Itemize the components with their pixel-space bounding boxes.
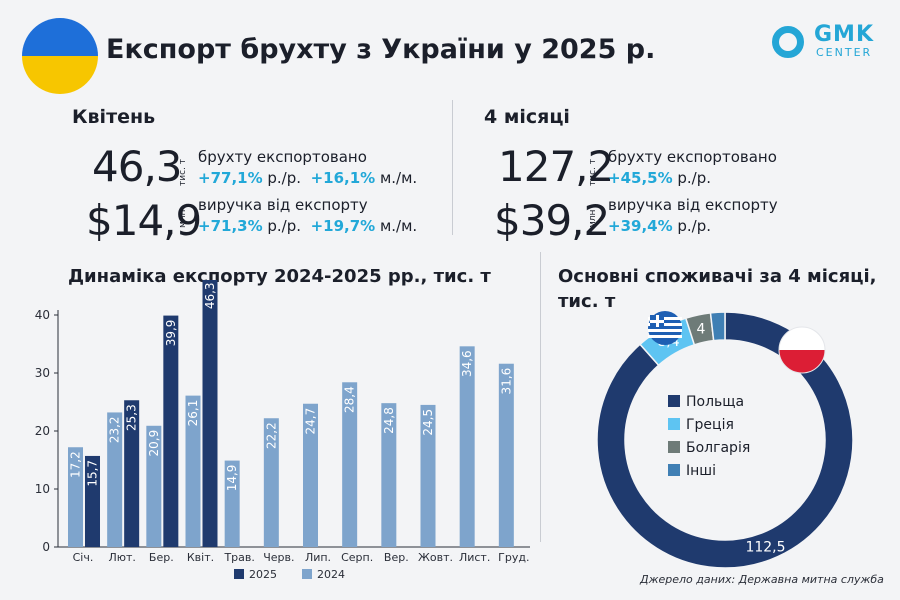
x-tick-label: Бер. — [149, 551, 174, 564]
bar-2024 — [224, 460, 240, 547]
legend-label: Інші — [686, 463, 716, 479]
april-revenue-label: виручка від експорту — [198, 196, 368, 214]
legend-label: Польща — [686, 394, 744, 410]
april-volume-change: +77,1% р./р. +16,1% м./м. — [198, 169, 418, 187]
bar-2025 — [85, 455, 100, 547]
four-months-volume-change: +45,5% р./р. — [608, 169, 712, 187]
legend-label-2024: 2024 — [317, 568, 345, 581]
y-tick-label: 30 — [35, 366, 50, 380]
y-tick-label: 20 — [35, 424, 50, 438]
y-tick-label: 0 — [42, 540, 50, 554]
ukraine-flag — [22, 18, 98, 94]
slice-poland — [596, 311, 854, 569]
bar-chart-title: Динаміка експорту 2024-2025 рр., тис. т — [68, 266, 491, 287]
divider-vertical — [452, 100, 453, 235]
four-months-volume-value: 127,2 — [498, 142, 614, 191]
bar-2024 — [420, 404, 436, 547]
four-months-revenue-value: $39,2 — [494, 196, 610, 245]
april-revenue-change: +71,3% р./р. +19,7% м./м. — [198, 217, 418, 235]
bar-label-2024: 20,9 — [147, 430, 161, 457]
source-note: Джерело даних: Державна митна служба — [640, 573, 884, 586]
x-tick-label: Лют. — [108, 551, 135, 564]
four-months-revenue-unit: млн — [588, 209, 598, 228]
donut-chart-subtitle: тис. т — [558, 291, 616, 312]
x-tick-label: Лист. — [459, 551, 490, 564]
x-tick-label: Лип. — [305, 551, 331, 564]
slice-label: 112,5 — [745, 540, 785, 556]
slice-other — [709, 311, 726, 342]
legend-swatch — [668, 441, 680, 453]
bar-2025 — [163, 315, 179, 547]
x-tick-label: Серп. — [341, 551, 373, 564]
x-tick-label: Черв. — [263, 551, 294, 564]
bar-2024 — [303, 403, 318, 547]
bar-2024 — [459, 346, 475, 547]
logo-text-bottom: CENTER — [816, 46, 873, 59]
april-revenue-value: $14,9 — [86, 196, 202, 245]
donut-chart: 112,58,44ПольщаГреціяБолгаріяІнші — [596, 311, 854, 569]
x-tick-label: Жовт. — [418, 551, 453, 564]
bar-2024 — [185, 395, 201, 547]
bar-2024 — [342, 382, 358, 547]
bar-label-2024: 14,9 — [225, 465, 239, 492]
bar-label-2024: 34,6 — [460, 350, 474, 377]
bar-label-2024: 24,7 — [304, 408, 318, 435]
bar-label-2024: 23,2 — [108, 416, 122, 443]
donut-chart-title: Основні споживачі за 4 місяці, — [558, 266, 877, 287]
bar-label-2024: 24,8 — [382, 407, 396, 434]
legend-label: Греція — [686, 417, 734, 433]
bar-2024 — [107, 412, 123, 547]
poland-flag-icon — [778, 326, 826, 374]
bar-label-2025: 39,9 — [164, 320, 178, 347]
bar-2025 — [202, 280, 218, 547]
logo-text-top: GMK — [814, 22, 874, 47]
four-months-heading: 4 місяці — [484, 106, 570, 128]
four-months-revenue-label: виручка від експорту — [608, 196, 778, 214]
divider-vertical-2 — [540, 252, 541, 542]
bar-2025 — [124, 400, 140, 547]
bar-2024 — [263, 418, 279, 547]
bar-label-2024: 28,4 — [343, 386, 357, 413]
bar-2024 — [498, 363, 514, 547]
x-tick-label: Груд. — [498, 551, 529, 564]
legend-label-2025: 2025 — [249, 568, 277, 581]
four-months-revenue-change: +39,4% р./р. — [608, 217, 712, 235]
y-tick-label: 40 — [35, 308, 50, 322]
bar-label-2024: 22,2 — [264, 422, 278, 449]
bar-label-2024: 17,2 — [69, 451, 83, 478]
four-months-volume-unit: тис. т — [588, 158, 598, 186]
x-tick-label: Січ. — [73, 551, 94, 564]
bar-label-2024: 24,5 — [421, 409, 435, 436]
april-heading: Квітень — [72, 106, 156, 128]
april-revenue-unit: млн — [178, 209, 188, 228]
y-tick-label: 10 — [35, 482, 50, 496]
bar-label-2025: 46,3 — [203, 282, 217, 309]
legend-swatch-2025 — [234, 569, 244, 579]
bar-2024 — [381, 403, 397, 547]
x-tick-label: Трав. — [223, 551, 254, 564]
legend-label: Болгарія — [686, 440, 750, 456]
page-title: Експорт брухту з України у 2025 р. — [106, 34, 656, 65]
bar-label-2024: 31,6 — [499, 368, 513, 395]
april-volume-label: брухту експортовано — [198, 148, 367, 166]
april-volume-value: 46,3 — [92, 142, 183, 191]
four-months-volume-label: брухту експортовано — [608, 148, 777, 166]
april-volume-unit: тис. т — [178, 158, 188, 186]
legend-swatch-2024 — [302, 569, 312, 579]
bar-2024 — [68, 447, 83, 547]
slice-label: 4 — [697, 322, 706, 338]
x-tick-label: Вер. — [384, 551, 409, 564]
legend-swatch — [668, 464, 680, 476]
x-tick-label: Квіт. — [187, 551, 214, 564]
bar-2024 — [146, 425, 162, 547]
legend-swatch — [668, 418, 680, 430]
bar-label-2025: 25,3 — [125, 404, 139, 431]
greece-flag-icon — [648, 311, 682, 345]
bar-label-2025: 15,7 — [86, 460, 100, 487]
legend-swatch — [668, 395, 680, 407]
bar-chart: 0 10 20 30 40 17,2 15,7 Січ. 23,2 25,3 Лют. 20,9 39,… — [35, 280, 530, 581]
logo-ring-icon — [772, 26, 804, 58]
bar-label-2024: 26,1 — [186, 400, 200, 427]
